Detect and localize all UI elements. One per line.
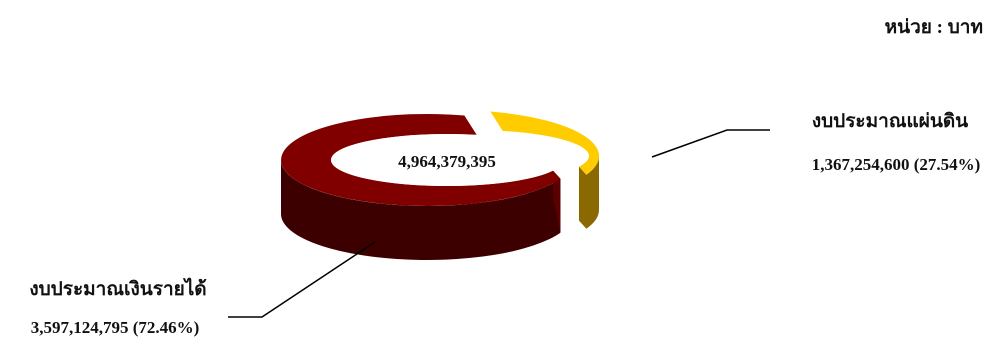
- label-state-budget-name: งบประมาณแผ่นดิน: [812, 111, 968, 132]
- label-revenue-budget-value: 3,597,124,795 (72.46%): [31, 318, 200, 337]
- slice-revenue-budget: [281, 113, 561, 261]
- slice-state-budget-side: [579, 156, 599, 229]
- slice-revenue-budget-cut-side: [553, 170, 561, 233]
- slice-revenue-budget-top: [281, 113, 561, 206]
- slice-state-budget-top: [490, 111, 600, 175]
- slice-state-budget: [490, 111, 600, 229]
- leader-line-revenue-budget: [228, 241, 376, 318]
- leader-line-state-budget: [651, 129, 770, 158]
- label-revenue-budget-name: งบประมาณเงินรายได้: [29, 277, 206, 300]
- doughnut-hole: [331, 134, 563, 186]
- total-label: 4,964,379,395: [398, 152, 496, 171]
- label-state-budget-value: 1,367,254,600 (27.54%): [812, 155, 981, 174]
- slice-revenue-budget-outer-side: [281, 160, 561, 261]
- unit-label: หน่วย : บาท: [884, 17, 983, 38]
